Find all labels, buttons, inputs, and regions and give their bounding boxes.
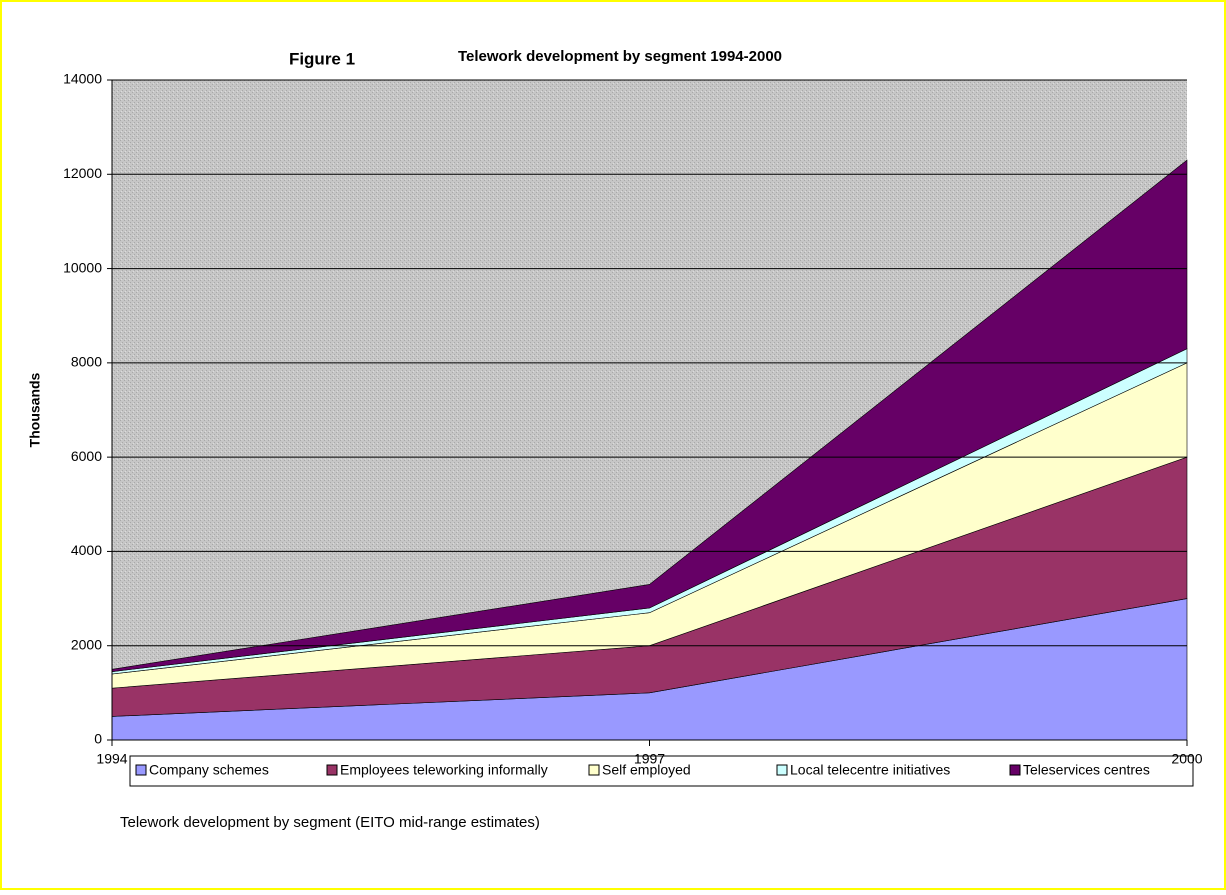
x-tick-label: 1994: [96, 751, 127, 767]
y-tick-label: 0: [94, 731, 102, 747]
y-tick-label: 2000: [71, 636, 102, 652]
y-axis-label: Thousands: [27, 372, 43, 447]
legend-swatch: [588, 764, 600, 776]
legend-label: Employees teleworking informally: [340, 762, 548, 778]
y-tick-label: 8000: [71, 354, 102, 370]
x-tick-label: 1997: [634, 751, 665, 767]
legend-label: Company schemes: [149, 762, 269, 778]
y-tick-label: 12000: [63, 165, 102, 181]
figure-label: Figure 1: [289, 49, 355, 68]
legend-swatch: [326, 764, 338, 776]
x-tick-label: 2000: [1171, 751, 1202, 767]
y-tick-label: 4000: [71, 542, 102, 558]
y-tick-label: 14000: [63, 71, 102, 87]
legend-label: Self employed: [602, 762, 691, 778]
legend-label: Local telecentre initiatives: [790, 762, 950, 778]
legend-label: Teleservices centres: [1023, 762, 1150, 778]
legend-swatch: [1009, 764, 1021, 776]
chart-title: Telework development by segment 1994-200…: [458, 48, 782, 65]
legend-swatch: [135, 764, 147, 776]
y-tick-label: 10000: [63, 259, 102, 275]
y-tick-label: 6000: [71, 448, 102, 464]
caption: Telework development by segment (EITO mi…: [120, 814, 540, 831]
legend-swatch: [776, 764, 788, 776]
